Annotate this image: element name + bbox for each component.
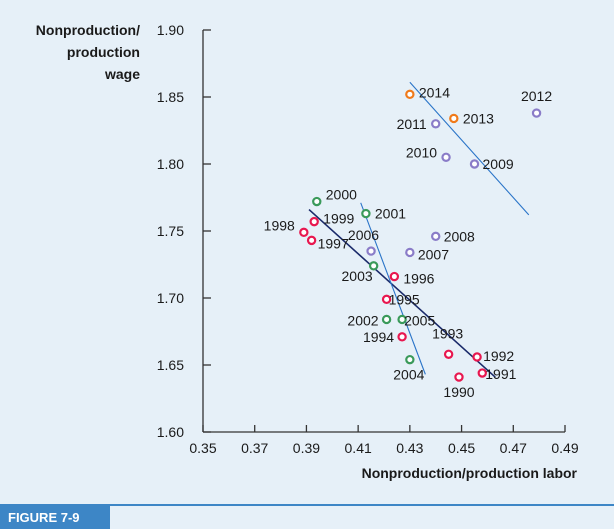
x-tick-label: 0.41 xyxy=(345,440,372,456)
data-label-1992: 1992 xyxy=(483,348,514,364)
trend-line-2 xyxy=(409,81,530,216)
data-label-2000: 2000 xyxy=(326,187,357,203)
figure-divider xyxy=(0,504,614,506)
y-tick-label: 1.85 xyxy=(157,89,184,105)
data-point-2010 xyxy=(441,152,451,162)
data-labels: 1990 1991 1992 1993 1994 1995 1996 1997 1998 1999… xyxy=(264,84,553,400)
y-axis-label-line: Nonproduction/ xyxy=(36,22,140,38)
data-label-1997: 1997 xyxy=(318,235,349,251)
data-label-1993: 1993 xyxy=(432,325,463,341)
data-label-2004: 2004 xyxy=(393,367,424,383)
trend-lines xyxy=(308,81,530,378)
data-point-2006 xyxy=(366,246,376,256)
x-tick-label: 0.43 xyxy=(396,440,423,456)
data-label-2011: 2011 xyxy=(397,116,427,132)
data-label-2008: 2008 xyxy=(444,228,475,244)
data-point-2012 xyxy=(531,108,542,118)
data-point-2011 xyxy=(431,119,441,129)
data-label-1996: 1996 xyxy=(403,271,434,287)
data-label-2001: 2001 xyxy=(375,206,406,222)
figure-label: FIGURE 7-9 xyxy=(0,506,110,529)
data-point-1996 xyxy=(389,271,400,282)
data-point-1991 xyxy=(477,368,487,378)
ticks: 1.60 1.65 1.70 1.75 1.80 1.85 1.90 0.35 0.37 0.39… xyxy=(157,22,579,456)
data-label-2010: 2010 xyxy=(406,144,437,160)
data-label-2002: 2002 xyxy=(347,312,378,328)
data-point-2002 xyxy=(381,314,392,325)
data-point-1997 xyxy=(306,235,317,246)
y-tick-label: 1.65 xyxy=(157,357,184,373)
x-axis-label: Nonproduction/production labor xyxy=(362,465,578,481)
y-tick-label: 1.60 xyxy=(157,424,184,440)
x-tick-label: 0.39 xyxy=(293,440,320,456)
y-tick-label: 1.90 xyxy=(157,22,184,38)
x-tick-label: 0.35 xyxy=(189,440,216,456)
data-point-1999 xyxy=(309,216,319,227)
data-label-2005: 2005 xyxy=(404,312,435,328)
x-tick-label: 0.37 xyxy=(241,440,268,456)
data-label-2009: 2009 xyxy=(483,156,514,172)
data-point-2000 xyxy=(312,196,322,207)
data-point-2004 xyxy=(405,354,415,365)
data-label-1994: 1994 xyxy=(363,329,394,345)
data-label-1995: 1995 xyxy=(389,291,420,307)
data-label-2003: 2003 xyxy=(342,268,373,284)
data-label-2006: 2006 xyxy=(348,227,379,243)
data-points xyxy=(299,89,542,382)
x-tick-label: 0.47 xyxy=(500,440,527,456)
data-point-2007 xyxy=(405,247,415,258)
data-point-2013 xyxy=(449,113,459,124)
x-tick-label: 0.49 xyxy=(551,440,578,456)
data-point-1994 xyxy=(397,332,407,342)
y-tick-label: 1.80 xyxy=(157,156,184,172)
data-point-2009 xyxy=(469,159,480,169)
data-point-1995 xyxy=(381,294,392,305)
data-point-1993 xyxy=(443,349,454,359)
data-label-2007: 2007 xyxy=(418,246,449,262)
y-axis-label-line: wage xyxy=(104,66,140,82)
data-label-1991: 1991 xyxy=(485,366,516,382)
trend-line-1 xyxy=(360,202,426,375)
data-point-1992 xyxy=(472,352,482,362)
data-label-1990: 1990 xyxy=(443,384,474,400)
chart: Nonproduction/ production wage Nonproduc… xyxy=(36,22,579,481)
data-label-2014: 2014 xyxy=(419,84,450,100)
data-point-1990 xyxy=(454,372,464,382)
y-axis-label: Nonproduction/ production wage xyxy=(36,22,140,82)
y-tick-label: 1.75 xyxy=(157,223,184,239)
x-tick-label: 0.45 xyxy=(448,440,475,456)
data-point-2001 xyxy=(361,208,371,219)
y-axis-label-line: production xyxy=(67,44,140,60)
data-label-1999: 1999 xyxy=(323,211,354,227)
data-point-2014 xyxy=(405,89,415,100)
data-label-2012: 2012 xyxy=(521,88,552,104)
data-point-2003 xyxy=(368,261,379,271)
y-tick-label: 1.70 xyxy=(157,290,184,306)
data-point-2005 xyxy=(397,314,407,325)
data-label-2013: 2013 xyxy=(463,110,494,126)
data-point-1998 xyxy=(299,227,309,238)
scatter-plot: Nonproduction/ production wage Nonproduc… xyxy=(36,22,579,481)
data-label-1998: 1998 xyxy=(264,217,295,233)
data-point-2008 xyxy=(431,231,441,242)
trend-line-0 xyxy=(308,208,496,378)
